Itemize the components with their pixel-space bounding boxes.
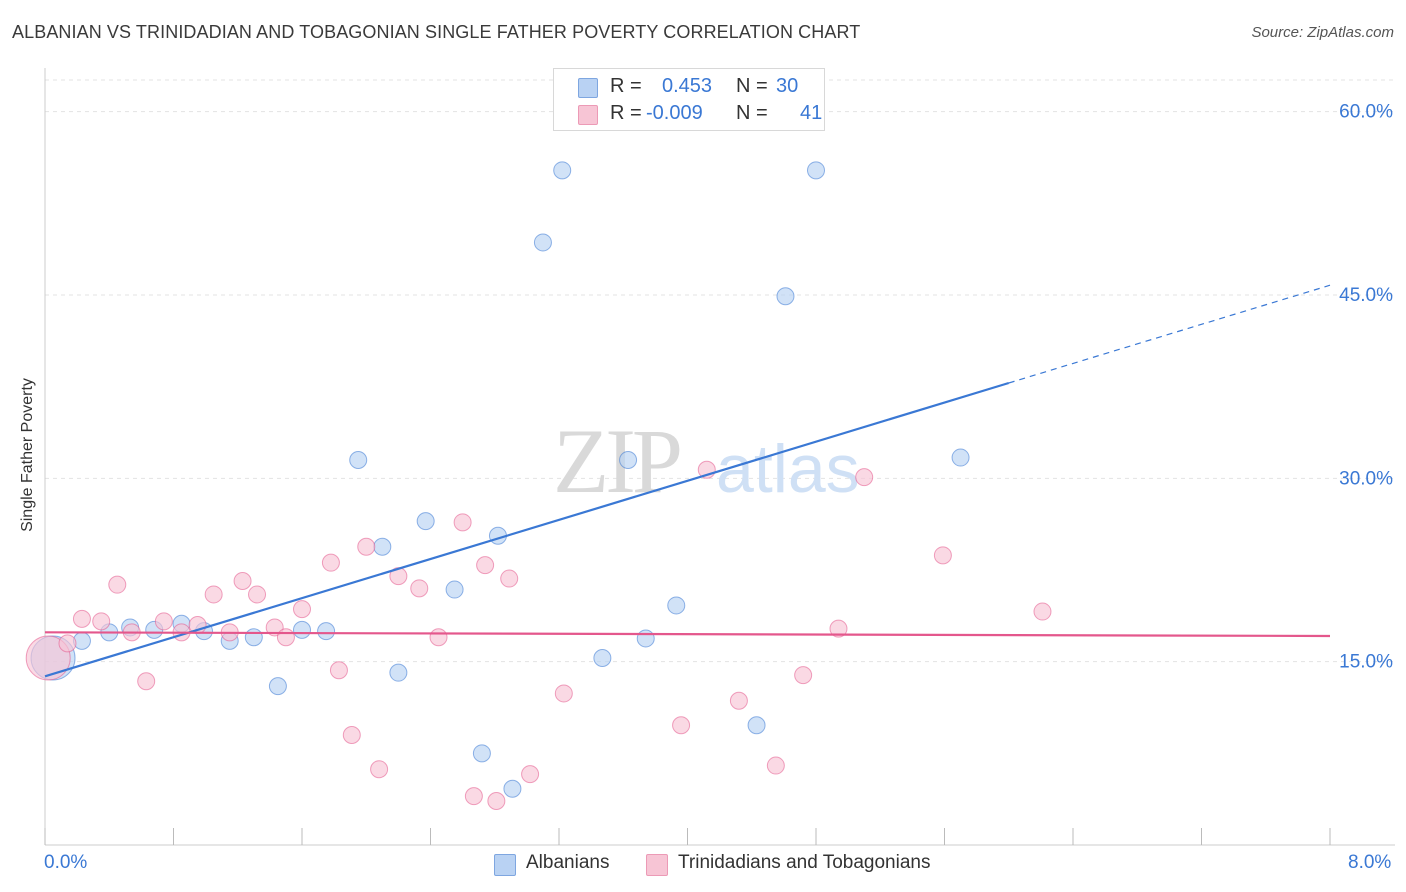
y-tick-label: 15.0% <box>1339 652 1393 673</box>
data-point <box>667 596 686 615</box>
data-point <box>429 628 448 647</box>
source-note: Source: ZipAtlas.com <box>1251 24 1394 41</box>
trend-line-solid <box>44 381 1010 678</box>
data-point <box>829 619 848 638</box>
watermark-zip: ZIP <box>553 410 680 512</box>
correlation-legend: R = 0.453 N = 30 R = -0.009 N = 41 <box>553 68 825 131</box>
data-point <box>25 635 71 681</box>
data-point <box>276 628 295 647</box>
data-point <box>729 691 748 710</box>
trend-line-solid <box>44 631 1331 638</box>
data-point <box>248 585 267 604</box>
data-point <box>410 579 429 598</box>
data-point <box>108 575 127 594</box>
legend-n-value: 30 <box>776 75 799 97</box>
legend-r-label: R = <box>610 75 642 97</box>
data-point <box>472 744 491 763</box>
data-point <box>154 612 173 631</box>
data-point <box>233 572 252 590</box>
data-point <box>672 716 691 735</box>
axes <box>44 68 1395 846</box>
series-layer <box>25 161 1331 810</box>
y-tick-label: 30.0% <box>1339 468 1393 489</box>
data-point <box>293 600 311 619</box>
data-point <box>321 553 340 572</box>
legend-r-value: -0.009 <box>646 102 703 124</box>
data-point <box>342 726 361 744</box>
legend-r-label: R = <box>610 102 642 124</box>
data-point <box>317 622 336 641</box>
data-point <box>357 537 376 556</box>
data-point <box>933 546 952 565</box>
data-point <box>445 580 464 599</box>
chart-title: ALBANIAN VS TRINIDADIAN AND TOBAGONIAN S… <box>12 22 861 42</box>
x-tick-label-min: 0.0% <box>44 852 88 873</box>
data-point <box>636 629 655 648</box>
legend-n-label: N = <box>736 75 768 97</box>
data-point <box>389 567 408 586</box>
bottom-legend-label: Albanians <box>526 852 610 873</box>
watermark-atlas: atlas <box>716 431 860 507</box>
data-point <box>416 512 435 531</box>
data-point <box>521 765 540 784</box>
data-point <box>794 666 813 685</box>
data-point <box>329 661 348 680</box>
data-point <box>766 756 785 775</box>
data-point <box>476 556 495 575</box>
data-point <box>92 612 111 631</box>
data-point <box>1033 602 1052 621</box>
y-tick-labels: 15.0% 30.0% 45.0% 60.0% <box>1339 102 1393 673</box>
y-tick-label: 45.0% <box>1339 285 1393 306</box>
bottom-legend-swatch <box>646 854 668 876</box>
trend-line-dashed <box>1008 284 1331 384</box>
data-point <box>807 161 825 180</box>
bottom-legend-label: Trinidadians and Tobagonians <box>678 852 931 873</box>
y-tick-label: 60.0% <box>1339 102 1393 123</box>
data-point <box>204 585 223 604</box>
data-point <box>389 663 408 682</box>
data-point <box>554 684 573 703</box>
data-point <box>951 448 970 467</box>
data-point <box>500 569 519 588</box>
data-point <box>619 451 638 469</box>
data-point <box>370 760 389 779</box>
data-point <box>72 609 91 628</box>
legend-swatch-trinidadians <box>578 105 598 125</box>
data-point <box>747 716 766 735</box>
data-point <box>855 468 874 487</box>
data-point <box>776 287 795 306</box>
legend-n-label: N = <box>736 102 768 124</box>
legend-r-value: 0.453 <box>662 75 713 97</box>
data-point <box>593 649 612 667</box>
data-point <box>453 513 472 532</box>
bottom-legend-swatch <box>494 854 516 876</box>
legend-swatch-albanians <box>578 78 598 98</box>
x-tick-label-max: 8.0% <box>1348 852 1392 873</box>
data-point <box>137 672 156 691</box>
data-point <box>373 537 392 556</box>
series-trinidadians <box>25 460 1052 810</box>
legend-n-value: 41 <box>800 102 823 124</box>
data-point <box>268 677 287 696</box>
data-point <box>487 792 506 810</box>
data-point <box>533 233 552 252</box>
data-point <box>58 634 77 653</box>
data-point <box>244 628 263 647</box>
data-point <box>349 451 368 469</box>
data-point <box>503 779 522 798</box>
data-point <box>293 620 311 639</box>
data-point <box>553 161 572 180</box>
data-point <box>464 787 483 806</box>
